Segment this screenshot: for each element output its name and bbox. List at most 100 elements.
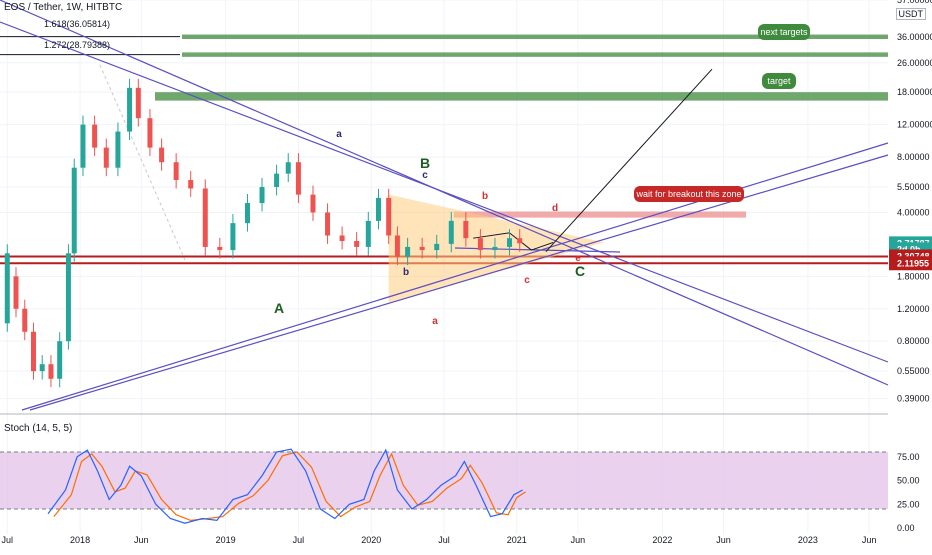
price-tick-5: 8.00000 xyxy=(897,152,930,162)
candle-body-40 xyxy=(477,238,483,251)
red-a-label: a xyxy=(432,316,438,327)
candle-body-23 xyxy=(259,187,265,204)
candle-body-15 xyxy=(147,118,153,148)
stoch-tick-2: 25.00 xyxy=(897,499,920,509)
stoch-tick-3: 0.00 xyxy=(897,523,915,533)
currency-label[interactable]: USDT xyxy=(895,8,926,20)
sub-b-label: b xyxy=(403,267,409,278)
zone-0 xyxy=(182,34,888,40)
candle-body-6 xyxy=(57,341,63,379)
callout-next-targets-bubble xyxy=(758,24,810,40)
price-tick-8: 1.80000 xyxy=(897,271,930,281)
red-e-label: e xyxy=(575,253,581,264)
candle-body-31 xyxy=(365,220,371,247)
zone-3 xyxy=(454,211,746,218)
stoch-tick-1: 50.00 xyxy=(897,476,920,486)
candle-body-1 xyxy=(13,276,19,309)
time-tick-1: 2018 xyxy=(70,535,90,545)
candle-body-35 xyxy=(405,246,411,257)
candle-body-28 xyxy=(325,212,331,236)
candle-body-2 xyxy=(22,308,28,332)
red-b-label: b xyxy=(482,191,488,202)
candle-body-17 xyxy=(173,162,179,181)
candle-body-18 xyxy=(188,180,194,189)
annotations: A B Ca b c a b c d e next targets target wait for br… xyxy=(274,24,810,327)
trend-line-3 xyxy=(29,154,889,411)
time-tick-8: Jun xyxy=(571,535,586,545)
trend-line-1 xyxy=(0,21,889,363)
candle-body-21 xyxy=(230,223,236,251)
time-tick-11: 2023 xyxy=(798,535,818,545)
price-axis: 57.00000 36.00000 26.00000 18.00000 12.00000… xyxy=(889,0,932,533)
stoch-k-line xyxy=(47,448,523,524)
time-tick-9: 2022 xyxy=(652,535,672,545)
zone-2 xyxy=(155,92,888,101)
time-tick-10: Jun xyxy=(716,535,731,545)
fib-level-1618: 1.618(36.05814) xyxy=(44,19,111,29)
time-tick-12: Jun xyxy=(862,535,877,545)
price-tick-1: 36.00000 xyxy=(897,32,932,42)
candle-body-12 xyxy=(115,131,121,168)
red-c-label: c xyxy=(524,275,530,286)
time-tick-2: Jun xyxy=(134,535,149,545)
sub-a-label: a xyxy=(336,129,342,140)
candle-body-22 xyxy=(244,203,250,224)
price-tick-10: 0.80000 xyxy=(897,336,930,346)
candle-body-24 xyxy=(274,173,280,188)
wave-C-label: C xyxy=(575,263,585,279)
price-tick-7: 4.00000 xyxy=(897,207,930,217)
stoch-tick-0: 75.00 xyxy=(897,452,920,462)
stoch-d-line xyxy=(53,451,526,522)
candle-body-0 xyxy=(4,253,10,324)
price-tick-0: 57.00000 xyxy=(897,0,932,5)
stoch-band xyxy=(0,452,888,509)
candle-body-38 xyxy=(448,220,454,244)
price-tick-4: 12.00000 xyxy=(897,120,932,130)
price-tick-3: 18.00000 xyxy=(897,87,932,97)
projection-arrow xyxy=(545,68,713,253)
candle-body-39 xyxy=(463,220,469,239)
candle-body-9 xyxy=(80,124,86,168)
callout-breakout-bubble xyxy=(634,186,744,202)
candle-body-43 xyxy=(517,238,523,244)
candle-body-36 xyxy=(419,246,425,251)
candle-body-11 xyxy=(103,147,109,168)
wave-B-label: B xyxy=(420,155,430,171)
price-tick-2: 26.00000 xyxy=(897,58,932,68)
price-tick-9: 1.20000 xyxy=(897,304,930,314)
candle-body-8 xyxy=(71,167,77,254)
time-tick-6: Jul xyxy=(438,535,450,545)
symbol-title: EOS / Tether, 1W, HITBTC xyxy=(4,2,123,13)
time-tick-7: 2021 xyxy=(507,535,527,545)
candle-body-3 xyxy=(30,331,36,372)
candle-body-4 xyxy=(39,364,45,372)
candle-body-27 xyxy=(310,194,316,213)
time-tick-0: Jul xyxy=(2,535,14,545)
callout-target-text: target xyxy=(767,76,791,86)
red-d-label: d xyxy=(552,203,558,214)
fib-level-1272: 1.272(28.79388) xyxy=(44,40,111,50)
price-badge-label-3: 2.11955 xyxy=(897,258,929,268)
callout-breakout-text: wait for breakout this zone xyxy=(635,189,741,199)
time-tick-4: Jul xyxy=(293,535,305,545)
wave-A-label: A xyxy=(274,300,284,316)
candle-body-41 xyxy=(492,246,498,251)
candle-body-32 xyxy=(375,197,381,221)
candle-body-25 xyxy=(285,162,291,174)
candle-body-16 xyxy=(159,147,165,163)
candle-body-29 xyxy=(339,235,345,241)
candle-body-30 xyxy=(354,240,360,247)
sub-c-label: c xyxy=(422,170,428,181)
candle-body-20 xyxy=(217,246,223,251)
zone-1 xyxy=(182,52,888,57)
candle-body-33 xyxy=(386,197,392,236)
time-axis: Jul 2018 Jun 2019 Jul 2020 Jul 2021 Jun 2022 Jun 20… xyxy=(2,535,877,545)
callout-target-bubble xyxy=(762,73,796,89)
stoch-title: Stoch (14, 5, 5) xyxy=(4,423,73,434)
callout-next-targets-text: next targets xyxy=(760,27,808,37)
stoch-panel xyxy=(0,448,888,524)
candle-body-19 xyxy=(202,188,208,247)
price-tick-12: 0.39000 xyxy=(897,394,930,404)
